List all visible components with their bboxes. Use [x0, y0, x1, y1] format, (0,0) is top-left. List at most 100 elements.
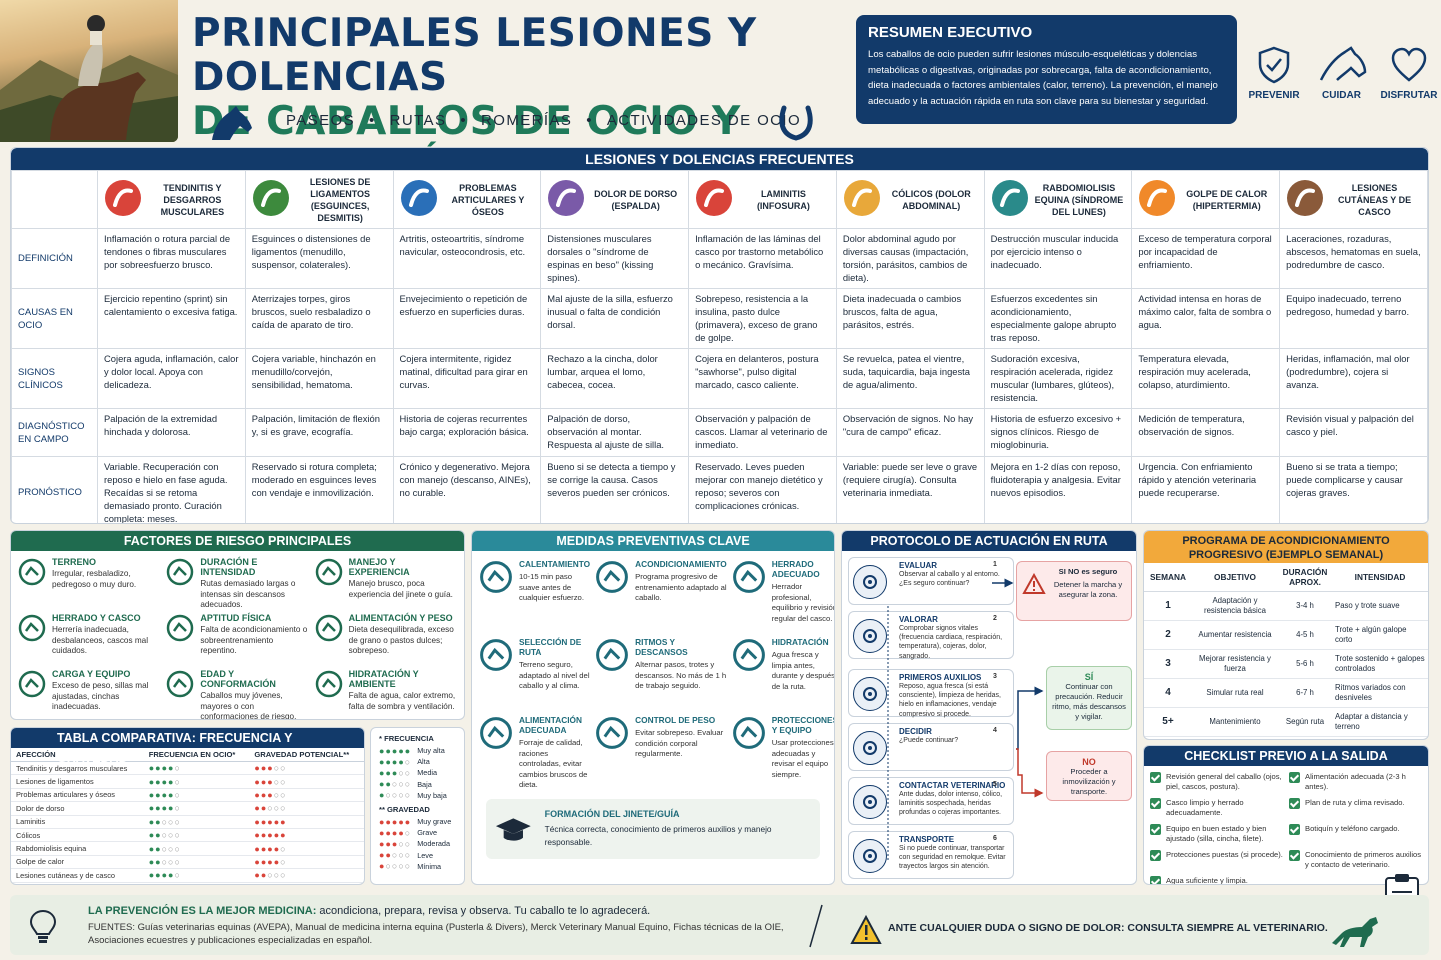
legend-row: ●○○○○ Muy baja — [379, 790, 456, 801]
filled-dot: ● — [398, 827, 405, 838]
checklist-item[interactable]: Alimentación adecuada (2-3 h antes). — [1289, 772, 1422, 794]
protocol-step: CONTACTAR VETERINARIO Ante dudas, dolor i… — [848, 777, 1014, 825]
comparison-table: AFECCIÓN FRECUENCIA EN OCIO* GRAVEDAD PO… — [11, 748, 364, 883]
risk-factor-body: HERRADO Y CASCO Herrería inadecuada, desb… — [52, 613, 161, 665]
program-cell: Trote + algún galope corto — [1332, 620, 1428, 650]
legend-label: Baja — [417, 779, 432, 789]
rating-dots: ●●○○○ — [149, 817, 181, 827]
program-body: 1 Adaptación y resistencia básica 3-4 h Pas… — [1144, 591, 1428, 737]
condition-name: Tendinitis y desgarros musculares — [11, 761, 144, 776]
injuries-grid: TENDINITIS Y DESGARROS MUSCULARES LESIONE… — [11, 170, 1428, 523]
filled-dot: ● — [161, 870, 168, 881]
filled-dot: ● — [168, 789, 175, 800]
severity-rating: ●●●●● — [249, 828, 364, 843]
warning-icon — [850, 915, 882, 944]
checklist-title: CHECKLIST PREVIO A LA SALIDA — [1144, 746, 1428, 766]
rating-dots: ●●○○○ — [254, 803, 286, 813]
injury-cell: Laceraciones, rozaduras, abscesos, hemat… — [1279, 228, 1428, 289]
checkbox-checked-icon[interactable] — [1289, 772, 1300, 783]
checklist-item[interactable]: Equipo en buen estado y bien ajustado (s… — [1150, 824, 1283, 846]
freq-legend: ●●●●● Muy alta ●●●●○ Alta ●●●○○ Media ●●○○○ Baj… — [379, 745, 456, 801]
rating-dots: ●●○○○ — [379, 779, 411, 789]
checkbox-checked-icon[interactable] — [1289, 824, 1300, 835]
program-cell: 1 — [1144, 591, 1192, 621]
rating-dots: ●●●●○ — [149, 763, 181, 773]
checklist-item[interactable]: Botiquín y teléfono cargado. — [1289, 824, 1422, 846]
filled-dot: ● — [168, 776, 175, 787]
heart-icon — [1391, 47, 1427, 82]
horse-head-icon — [1319, 46, 1366, 81]
checkbox-checked-icon[interactable] — [1150, 850, 1161, 861]
empty-dot: ○ — [168, 816, 175, 827]
rating-dots: ●●●●○ — [379, 828, 411, 838]
lightbulb-icon — [29, 909, 57, 943]
checkbox-checked-icon[interactable] — [1289, 850, 1300, 861]
injury-column-header: LESIONES CUTÁNEAS Y DE CASCO — [1279, 170, 1428, 229]
prevention-item: ALIMENTACIÓN ADECUADA Forraje de calidad,… — [478, 715, 590, 789]
filled-dot: ● — [148, 776, 156, 787]
injury-column-header: LAMINITIS (INFOSURA) — [688, 170, 837, 229]
galloping-horse-icon — [1332, 917, 1378, 947]
checklist-item[interactable]: Conocimiento de primeros auxilios y cont… — [1289, 850, 1422, 872]
step-text: Reposo, agua fresca (si está consciente)… — [899, 683, 1001, 718]
injury-cell: Observación de signos. No hay "cura de c… — [835, 408, 985, 457]
checklist-item[interactable]: Agua suficiente y limpia. — [1150, 876, 1283, 884]
checkbox-checked-icon[interactable] — [1289, 798, 1300, 809]
injury-row: SIGNOS CLÍNICOS Cojera aguda, inflamación… — [11, 348, 1428, 409]
risk-factor-title: CARGA Y EQUIPO — [52, 669, 131, 679]
injury-cell: Mejora en 1-2 días con reposo, fluidoter… — [983, 456, 1133, 523]
empty-dot: ○ — [161, 816, 168, 827]
checklist-item[interactable]: Plan de ruta y clima revisado. — [1289, 798, 1422, 820]
prevention-item: CONTROL DE PESO Evitar sobrepeso. Evaluar… — [594, 715, 727, 785]
no-box: NO Proceder a inmovilización y transport… — [1046, 751, 1132, 801]
checkbox-checked-icon[interactable] — [1150, 772, 1161, 783]
filled-dot: ● — [155, 843, 162, 854]
frequency-rating: ●●●●○ — [143, 868, 250, 883]
filled-dot: ● — [155, 763, 162, 774]
checklist-item-label: Protecciones puestas (si procede). — [1166, 850, 1283, 859]
injury-cell: Esguinces o distensiones de ligamentos (… — [244, 228, 394, 289]
checklist-grid: Revisión general del caballo (ojos, piel… — [1144, 766, 1428, 884]
activity-label: RUTAS — [389, 112, 447, 129]
injury-cell: Palpación de dorso, observación al monta… — [540, 408, 690, 457]
injury-cell: Revisión visual y palpación del casco y … — [1279, 408, 1428, 457]
risk-factor-body: HIDRATACIÓN Y AMBIENTE Falta de agua, cal… — [348, 669, 458, 719]
checkbox-checked-icon[interactable] — [1150, 876, 1161, 884]
injuries-table: LESIONES Y DOLENCIAS FRECUENTES TENDINIT… — [10, 147, 1429, 524]
prevention-grid: CALENTAMIENTO 10-15 min paso suave antes … — [472, 551, 834, 793]
checklist-item-label: Alimentación adecuada (2-3 h antes). — [1305, 772, 1406, 791]
legend-label: Mínima — [417, 861, 442, 871]
heart-pulse-icon — [165, 613, 195, 643]
risk-factor-title: EDAD Y CONFORMACIÓN — [200, 669, 276, 689]
checkbox-checked-icon[interactable] — [1150, 824, 1161, 835]
injury-cell: Historia de esfuerzo excesivo + signos c… — [983, 408, 1133, 457]
empty-dot: ○ — [404, 861, 412, 872]
checklist-item[interactable]: Revisión general del caballo (ojos, piel… — [1150, 772, 1283, 794]
checklist-item[interactable]: Protecciones puestas (si procede). — [1150, 850, 1283, 872]
rider-training: FORMACIÓN DEL JINETE/GUÍA Técnica correc… — [486, 799, 820, 859]
prevention-item-title: ACONDICIONAMIENTO — [635, 559, 727, 569]
filled-dot: ● — [168, 803, 175, 814]
injury-label: RABDOMIOLISIS EQUINA (SÍNDROME DEL LUNES… — [1034, 182, 1124, 217]
legend-row: ●●●●○ Alta — [379, 756, 456, 767]
footer: LA PREVENCIÓN ES LA MEJOR MEDICINA: acon… — [10, 895, 1429, 955]
risk-factor-title: HIDRATACIÓN Y AMBIENTE — [348, 669, 419, 689]
activity-label: PASEOS — [286, 112, 355, 129]
filled-dot: ● — [155, 830, 162, 841]
checklist-item[interactable]: Casco limpio y herrado adecuadamente. — [1150, 798, 1283, 820]
title-line-1: PRINCIPALES LESIONES Y DOLENCIAS — [192, 11, 757, 100]
filled-dot: ● — [148, 803, 156, 814]
injury-label: DOLOR DE DORSO (ESPALDA) — [594, 188, 678, 211]
checkbox-checked-icon[interactable] — [1150, 798, 1161, 809]
yes-text: Continuar con precaución. Reducir ritmo,… — [1052, 682, 1126, 721]
program-cell: 3-4 h — [1278, 591, 1332, 621]
filled-dot: ● — [260, 816, 268, 827]
rating-dots: ●●●●○ — [254, 857, 286, 867]
filled-dot: ● — [260, 763, 268, 774]
drop-icon — [731, 637, 767, 673]
legend-label: Muy alta — [417, 746, 445, 756]
filled-dot: ● — [379, 779, 386, 790]
filled-dot: ● — [260, 830, 268, 841]
filled-dot: ● — [161, 763, 168, 774]
program-cell: Trote sostenido + galopes controlados — [1332, 649, 1428, 679]
